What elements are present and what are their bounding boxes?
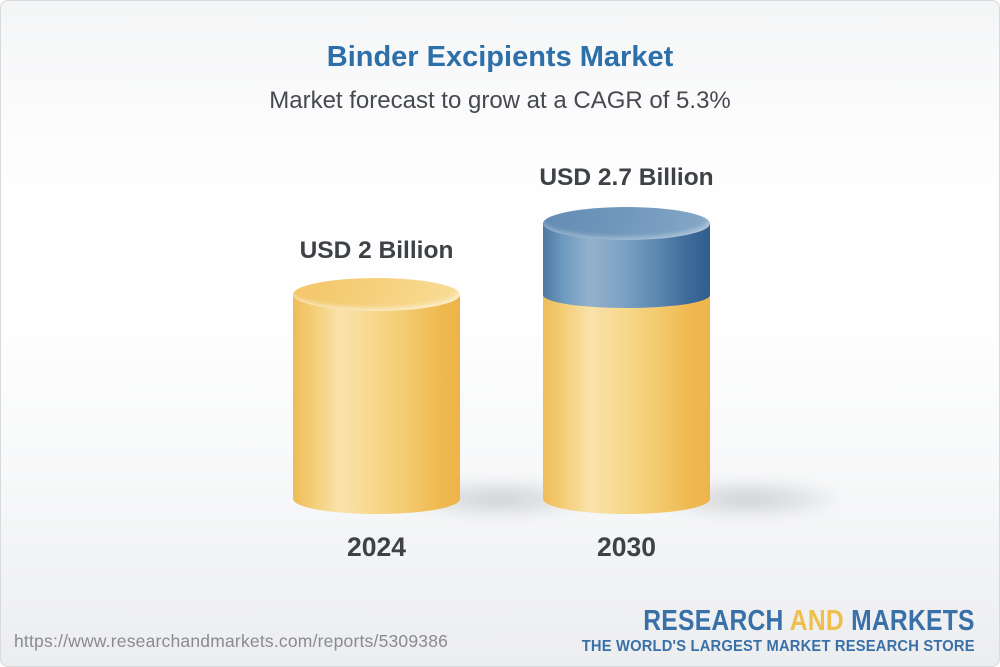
cylinder-body-gold (293, 294, 460, 514)
cylinder-body-gold (543, 294, 710, 514)
logo-word-research: RESEARCH (643, 605, 784, 638)
value-label-2030: USD 2.7 Billion (539, 164, 714, 191)
category-label-2030: 2030 (597, 532, 656, 562)
research-and-markets-logo: RESEARCH AND MARKETS THE WORLD'S LARGEST… (561, 606, 975, 654)
cylinder-cap (543, 206, 710, 240)
logo-word-and: AND (790, 605, 845, 638)
report-url: https://www.researchandmarkets.com/repor… (14, 631, 449, 651)
logo-tagline: THE WORLD'S LARGEST MARKET RESEARCH STOR… (581, 637, 975, 655)
value-label-2024: USD 2 Billion (299, 237, 454, 264)
category-label-2024: 2024 (347, 532, 406, 562)
logo-word-markets: MARKETS (851, 605, 975, 638)
bar-2024: USD 2 Billion 2024 (293, 1, 593, 666)
bar-2030: USD 2.7 Billion 2030 (539, 1, 843, 666)
cylinder-cap (293, 278, 460, 312)
page-subtitle: Market forecast to grow at a CAGR of 5.3… (269, 87, 731, 114)
logo-wordmark: RESEARCH AND MARKETS (623, 606, 975, 636)
page-title: Binder Excipients Market (326, 41, 674, 73)
